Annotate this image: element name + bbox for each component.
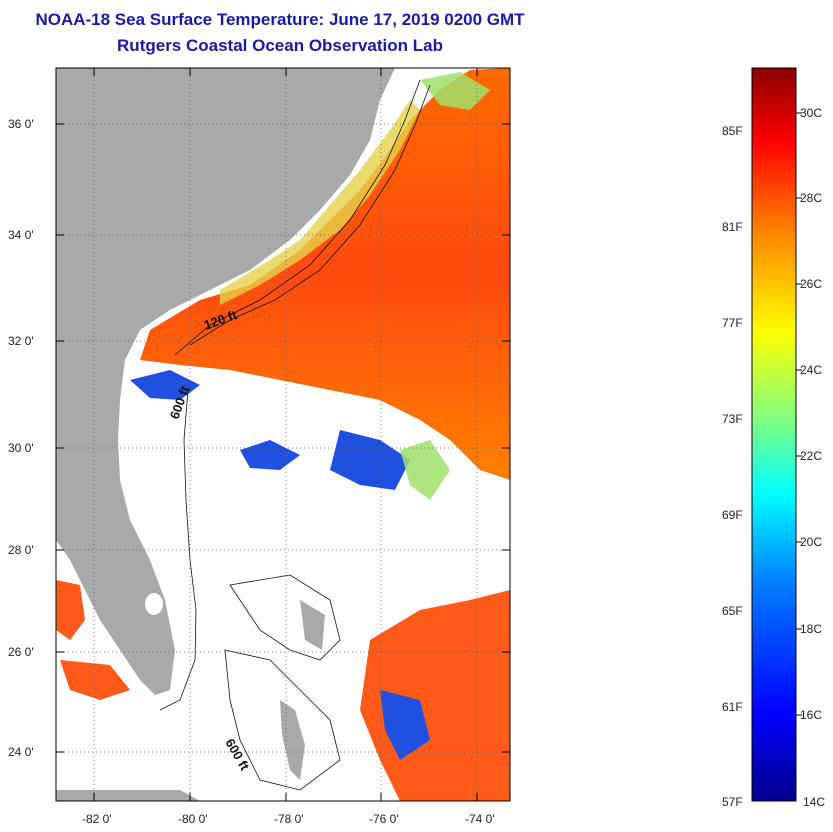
cb-label-30c: 30C	[800, 106, 823, 120]
cool-water-nearshore	[220, 100, 420, 305]
lon-label-78: -78 0'	[274, 812, 304, 826]
cb-label-57f: 57F	[722, 795, 743, 809]
land-cuba	[56, 790, 200, 801]
cb-label-26c: 26C	[800, 277, 823, 291]
lake-okeechobee	[145, 593, 163, 615]
cb-label-77f: 77F	[722, 316, 743, 330]
contour-120ft	[174, 79, 421, 356]
land-mainland	[56, 68, 395, 695]
contour-bahamas	[224, 574, 341, 791]
lon-label-82: -82 0'	[82, 812, 112, 826]
cb-label-18c: 18C	[800, 622, 823, 636]
cb-label-20c: 20C	[800, 535, 823, 549]
map-frame	[55, 67, 511, 802]
warm-water-region	[140, 68, 510, 480]
cb-label-73f: 73F	[722, 412, 743, 426]
cb-label-81f: 81F	[722, 220, 743, 234]
lat-label-34: 34 0'	[8, 228, 34, 242]
cb-label-22c: 22C	[800, 449, 823, 463]
cb-label-61f: 61F	[722, 700, 743, 714]
land-bahamas-2	[300, 600, 325, 650]
cb-label-85f: 85F	[722, 124, 743, 138]
lat-label-24: 24 0'	[8, 745, 34, 759]
lat-label-30: 30 0'	[8, 441, 34, 455]
lon-label-80: -80 0'	[178, 812, 208, 826]
lat-label-32: 32 0'	[8, 334, 34, 348]
lat-label-36: 36 0'	[8, 117, 34, 131]
cb-label-65f: 65F	[722, 604, 743, 618]
contour-600ft-florida	[159, 389, 197, 711]
contour-600ft	[189, 84, 431, 346]
map-subtitle: Rutgers Coastal Ocean Observation Lab	[117, 36, 443, 55]
axis-ticks	[56, 68, 510, 801]
colorbar-ticks	[796, 112, 802, 716]
colorbar	[751, 67, 797, 802]
cb-label-16c: 16C	[800, 708, 823, 722]
lat-label-26: 26 0'	[8, 645, 34, 659]
green-patches	[400, 72, 490, 500]
warm-water-left	[56, 580, 130, 700]
lat-label-28: 28 0'	[8, 543, 34, 557]
cb-label-28c: 28C	[800, 191, 823, 205]
cb-label-69f: 69F	[722, 508, 743, 522]
map-title: NOAA-18 Sea Surface Temperature: June 17…	[35, 10, 525, 29]
cold-patches	[130, 370, 430, 760]
cb-label-24c: 24C	[800, 363, 823, 377]
lon-label-76: -76 0'	[369, 812, 399, 826]
cb-label-14c: 14C	[803, 795, 826, 809]
lon-label-74: -74 0'	[465, 812, 495, 826]
